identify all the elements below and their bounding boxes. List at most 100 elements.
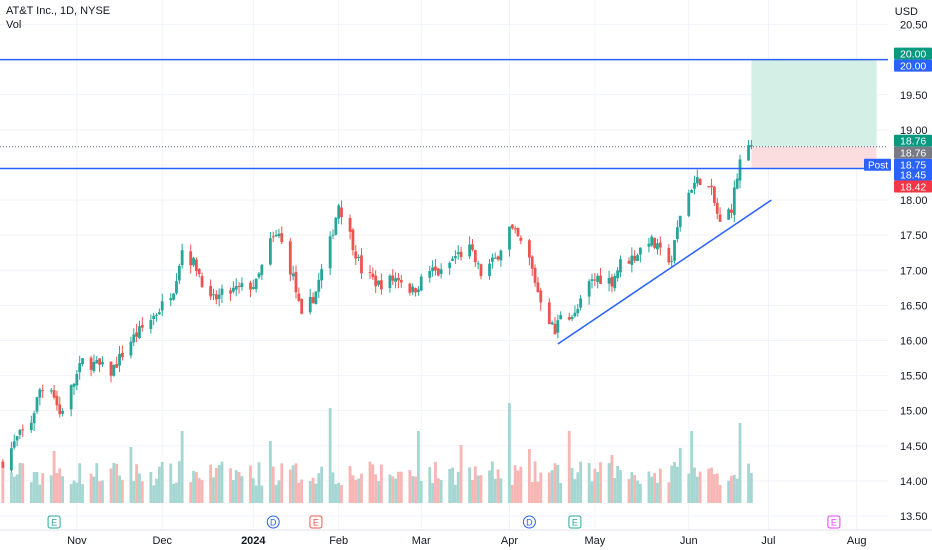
- candle-body: [459, 251, 463, 257]
- price-label-box: [894, 134, 932, 147]
- candle-body: [288, 241, 292, 275]
- volume-bar: [291, 465, 295, 503]
- volume-bar: [112, 463, 116, 503]
- volume-bar: [371, 464, 375, 503]
- candle-body: [118, 353, 121, 366]
- volume-bar: [257, 462, 261, 503]
- candle-body: [348, 217, 352, 232]
- y-tick-label: 14.00: [900, 476, 928, 488]
- candle-body: [656, 243, 659, 250]
- candle-body: [112, 364, 116, 376]
- candle-body: [508, 226, 511, 250]
- candle-body: [428, 271, 432, 278]
- volume-bar: [431, 482, 435, 503]
- candle-body: [414, 288, 417, 293]
- candle-body: [553, 323, 557, 335]
- volume-bar: [320, 466, 324, 503]
- candle-body: [251, 287, 255, 289]
- volume-bar: [377, 481, 380, 503]
- volume-bar: [18, 462, 22, 503]
- y-tick-label: 16.00: [900, 335, 928, 347]
- volume-bar: [9, 472, 13, 503]
- volume-bar: [308, 481, 312, 503]
- candle-body: [180, 250, 184, 266]
- y-tick-label: 14.50: [900, 441, 928, 453]
- volume-bar: [468, 467, 472, 503]
- trend-line: [557, 199, 772, 345]
- candle-body: [249, 282, 252, 290]
- volume-bar: [667, 482, 671, 503]
- volume-bar: [587, 462, 591, 503]
- y-tick-label: 19.00: [900, 125, 928, 137]
- volume-bar: [115, 463, 119, 503]
- volume-bar: [527, 449, 531, 503]
- candle-body: [570, 316, 574, 320]
- candle-body: [271, 236, 275, 238]
- volume-bar: [607, 463, 611, 503]
- volume-bar: [35, 471, 39, 503]
- volume-bar: [251, 478, 255, 503]
- volume-bar: [453, 484, 457, 503]
- volume-bar: [439, 480, 443, 503]
- candle-body: [132, 334, 136, 343]
- y-tick-label: 15.00: [900, 406, 928, 418]
- volume-bar: [294, 463, 298, 503]
- volume-bar: [670, 465, 674, 503]
- volume-bar: [177, 461, 181, 503]
- volume-bar: [268, 441, 272, 503]
- candle-body: [140, 325, 144, 328]
- volume-bar: [240, 476, 244, 503]
- candle-body: [234, 286, 238, 290]
- candle-body: [496, 256, 500, 260]
- candle-body: [149, 320, 153, 330]
- candle-body: [155, 314, 158, 316]
- volume-bar: [135, 464, 139, 503]
- volume-bar: [271, 466, 275, 503]
- volume-bar: [340, 484, 343, 503]
- volume-bar: [730, 475, 733, 503]
- earnings-marker: [827, 515, 841, 529]
- volume-bar: [52, 451, 56, 503]
- volume-bar: [152, 485, 156, 503]
- volume-bar: [456, 471, 460, 503]
- candle-body: [334, 217, 338, 235]
- currency-label[interactable]: USD: [894, 6, 918, 18]
- event-marker-label: D: [270, 518, 277, 528]
- volume-bar: [189, 482, 193, 503]
- volume-bar: [98, 481, 102, 503]
- candle-body: [633, 255, 637, 261]
- candle-body: [730, 209, 733, 213]
- candle-body: [619, 259, 622, 273]
- candle-body: [471, 244, 474, 250]
- candle-body: [109, 361, 113, 376]
- price-label-text: 20.00: [900, 61, 926, 73]
- volume-bar: [374, 474, 378, 503]
- candle-body: [101, 361, 104, 365]
- candle-body: [567, 317, 571, 320]
- price-label-box: [894, 59, 932, 72]
- candle-body: [673, 240, 676, 261]
- volume-bar: [348, 466, 352, 503]
- candle-body: [479, 264, 483, 277]
- volume-bar: [613, 478, 617, 503]
- candle-body: [707, 186, 711, 188]
- volume-bar: [351, 475, 355, 503]
- volume-bar: [650, 476, 654, 503]
- volume-bar: [29, 482, 33, 503]
- volume-bar: [738, 423, 742, 503]
- volume-bar: [530, 482, 534, 503]
- volume-bar: [129, 447, 133, 503]
- candle-body: [15, 436, 19, 441]
- x-tick-label: May: [584, 535, 605, 547]
- candle-body: [453, 256, 457, 259]
- volume-bar: [408, 470, 412, 503]
- volume-bar: [570, 468, 574, 503]
- candle-body: [695, 177, 699, 184]
- candle-body: [690, 190, 694, 193]
- volume-bar: [388, 474, 392, 503]
- candle-body: [189, 251, 193, 266]
- volume-bar: [636, 480, 639, 503]
- candle-body: [411, 286, 415, 293]
- volume-bar: [78, 463, 82, 503]
